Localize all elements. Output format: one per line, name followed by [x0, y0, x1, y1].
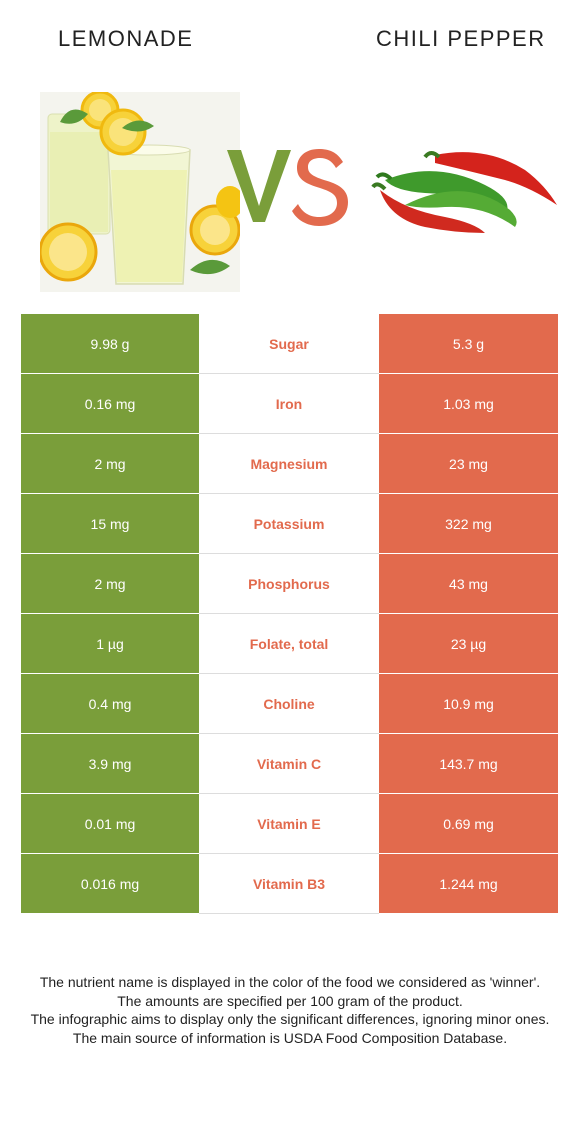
- right-value-cell: 23 µg: [379, 614, 558, 674]
- nutrient-name-cell: Phosphorus: [199, 554, 379, 614]
- left-value-cell: 9.98 g: [21, 314, 199, 374]
- left-value-cell: 0.4 mg: [21, 674, 199, 734]
- nutrient-name-cell: Folate, total: [199, 614, 379, 674]
- left-value-cell: 0.016 mg: [21, 854, 199, 914]
- left-value-cell: 2 mg: [21, 554, 199, 614]
- footer-line-source: The main source of information is USDA F…: [72, 1029, 508, 1046]
- nutrient-name-cell: Vitamin E: [199, 794, 379, 854]
- table-row: 1 µg Folate, total 23 µg: [21, 614, 558, 674]
- left-value-cell: 2 mg: [21, 434, 199, 494]
- nutrient-name-cell: Vitamin C: [199, 734, 379, 794]
- footer-line-amounts: The amounts are specified per 100 gram o…: [117, 992, 463, 1009]
- lemonade-image: [40, 92, 240, 292]
- right-value-cell: 143.7 mg: [379, 734, 558, 794]
- right-value-cell: 322 mg: [379, 494, 558, 554]
- left-value-cell: 3.9 mg: [21, 734, 199, 794]
- vs-text: VS: [225, 140, 227, 141]
- nutrient-name-cell: Iron: [199, 374, 379, 434]
- table-row: 0.16 mg Iron 1.03 mg: [21, 374, 558, 434]
- right-value-cell: 5.3 g: [379, 314, 558, 374]
- right-value-cell: 23 mg: [379, 434, 558, 494]
- right-value-cell: 0.69 mg: [379, 794, 558, 854]
- table-row: 9.98 g Sugar 5.3 g: [21, 314, 558, 374]
- footer-notes: The nutrient name is displayed in the co…: [18, 973, 562, 1047]
- table-row: 3.9 mg Vitamin C 143.7 mg: [21, 734, 558, 794]
- left-value-cell: 15 mg: [21, 494, 199, 554]
- nutrient-name-cell: Sugar: [199, 314, 379, 374]
- footer-line-winner: The nutrient name is displayed in the co…: [39, 974, 541, 990]
- nutrient-name-cell: Potassium: [199, 494, 379, 554]
- left-value-cell: 0.01 mg: [21, 794, 199, 854]
- table-row: 2 mg Phosphorus 43 mg: [21, 554, 558, 614]
- table-row: 0.016 mg Vitamin B3 1.244 mg: [21, 854, 558, 914]
- table-row: 2 mg Magnesium 23 mg: [21, 434, 558, 494]
- nutrient-name-cell: Choline: [199, 674, 379, 734]
- nutrient-comparison-table: 9.98 g Sugar 5.3 g 0.16 mg Iron 1.03 mg 2 mg Ma…: [21, 314, 558, 914]
- chili-pepper-image: [371, 151, 557, 233]
- footer-line-aims: The infographic aims to display only the…: [30, 1011, 550, 1027]
- right-value-cell: 1.03 mg: [379, 374, 558, 434]
- nutrient-name-cell: Vitamin B3: [199, 854, 379, 914]
- table-row: 15 mg Potassium 322 mg: [21, 494, 558, 554]
- left-value-cell: 0.16 mg: [21, 374, 199, 434]
- table-row: 0.01 mg Vitamin E 0.69 mg: [21, 794, 558, 854]
- right-value-cell: 10.9 mg: [379, 674, 558, 734]
- table-row: 0.4 mg Choline 10.9 mg: [21, 674, 558, 734]
- left-food-title: LEMONADE: [58, 26, 194, 51]
- nutrient-name-cell: Magnesium: [199, 434, 379, 494]
- right-value-cell: 43 mg: [379, 554, 558, 614]
- right-value-cell: 1.244 mg: [379, 854, 558, 914]
- vs-logo: VS: [225, 140, 348, 226]
- right-food-title: CHILI PEPPER: [376, 26, 546, 51]
- left-value-cell: 1 µg: [21, 614, 199, 674]
